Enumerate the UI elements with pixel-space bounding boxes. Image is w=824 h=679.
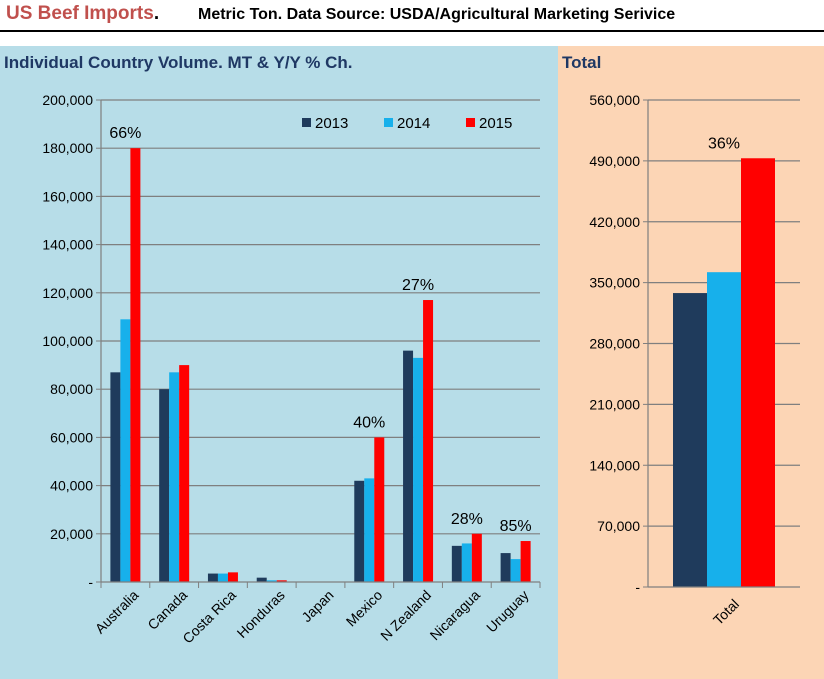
- country-bar-2013: [354, 480, 365, 582]
- legend-label-2013: 2013: [315, 115, 348, 132]
- country-x-tick-label: Uruguay: [483, 587, 532, 636]
- total-bar-2015: [741, 158, 775, 588]
- total-y-tick-label: 490,000: [589, 153, 640, 169]
- header-bar: US Beef Imports. Metric Ton. Data Source…: [0, 0, 824, 32]
- country-x-tick-label: Canada: [144, 587, 190, 633]
- country-y-tick-label: 180,000: [42, 140, 93, 156]
- country-y-tick-label: -: [88, 574, 93, 590]
- country-bar-2013: [451, 545, 462, 582]
- country-bar-2014: [461, 543, 472, 582]
- country-bar-2013: [403, 350, 414, 582]
- page-subtitle: Metric Ton. Data Source: USDA/Agricultur…: [198, 6, 676, 23]
- total-bar-2013: [673, 293, 707, 587]
- country-bar-2015: [423, 300, 434, 582]
- total-chart-title: Total: [562, 53, 602, 72]
- country-bar-2014: [510, 559, 521, 582]
- total-y-tick-label: -: [635, 579, 640, 595]
- country-bar-2015: [276, 580, 287, 582]
- country-data-label: 66%: [109, 125, 141, 142]
- legend-label-2014: 2014: [397, 115, 430, 132]
- country-x-tick-label: Nicaragua: [427, 587, 484, 644]
- country-x-tick-label: Mexico: [343, 587, 386, 630]
- country-y-tick-label: 120,000: [42, 285, 93, 301]
- legend-label-2015: 2015: [479, 115, 512, 132]
- country-x-tick-label: N Zealand: [377, 587, 434, 644]
- total-y-tick-label: 140,000: [589, 457, 640, 473]
- country-y-tick-label: 100,000: [42, 333, 93, 349]
- country-y-tick-label: 20,000: [50, 526, 93, 542]
- legend-swatch-2015: [466, 118, 475, 127]
- country-bar-2015: [179, 365, 190, 582]
- total-x-tick-label: Total: [710, 596, 742, 628]
- country-bar-2014: [413, 357, 424, 582]
- country-bar-2015: [471, 533, 482, 582]
- country-y-tick-label: 140,000: [42, 237, 93, 253]
- country-bar-2013: [500, 553, 511, 582]
- total-y-tick-label: 280,000: [589, 336, 640, 352]
- country-y-tick-label: 40,000: [50, 478, 93, 494]
- country-bar-2013: [256, 577, 267, 582]
- country-data-label: 85%: [500, 518, 532, 535]
- page-title: US Beef Imports.: [6, 3, 160, 24]
- country-data-label: 27%: [402, 277, 434, 294]
- total-y-tick-label: 210,000: [589, 396, 640, 412]
- country-x-tick-label: Japan: [298, 587, 336, 625]
- total-y-tick-label: 560,000: [589, 92, 640, 108]
- country-bar-2015: [227, 572, 238, 582]
- country-bar-2015: [520, 541, 531, 582]
- country-y-tick-label: 160,000: [42, 188, 93, 204]
- legend-swatch-2014: [384, 118, 393, 127]
- total-bar-2014: [707, 272, 741, 587]
- country-bar-2013: [110, 372, 121, 582]
- country-y-tick-label: 80,000: [50, 381, 93, 397]
- total-y-tick-label: 420,000: [589, 214, 640, 230]
- country-x-tick-label: Australia: [92, 587, 142, 637]
- total-data-label: 36%: [708, 135, 740, 152]
- legend-swatch-2013: [302, 118, 311, 127]
- country-chart-title: Individual Country Volume. MT & Y/Y % Ch…: [4, 53, 353, 72]
- country-bar-2014: [217, 573, 228, 582]
- country-data-label: 28%: [451, 511, 483, 528]
- country-bar-2014: [364, 478, 375, 582]
- country-x-tick-label: Costa Rica: [179, 587, 239, 647]
- country-bar-2014: [266, 580, 277, 582]
- country-data-label: 40%: [353, 414, 385, 431]
- total-y-tick-label: 70,000: [597, 518, 640, 534]
- country-bar-2015: [130, 148, 141, 582]
- country-y-tick-label: 200,000: [42, 92, 93, 108]
- country-y-tick-label: 60,000: [50, 429, 93, 445]
- country-bar-2014: [169, 372, 180, 582]
- total-y-tick-label: 350,000: [589, 275, 640, 291]
- country-x-tick-label: Honduras: [234, 587, 288, 641]
- country-bar-2013: [207, 573, 218, 582]
- country-bar-2014: [120, 319, 131, 582]
- country-bar-2013: [159, 389, 170, 582]
- country-bar-2015: [374, 437, 385, 582]
